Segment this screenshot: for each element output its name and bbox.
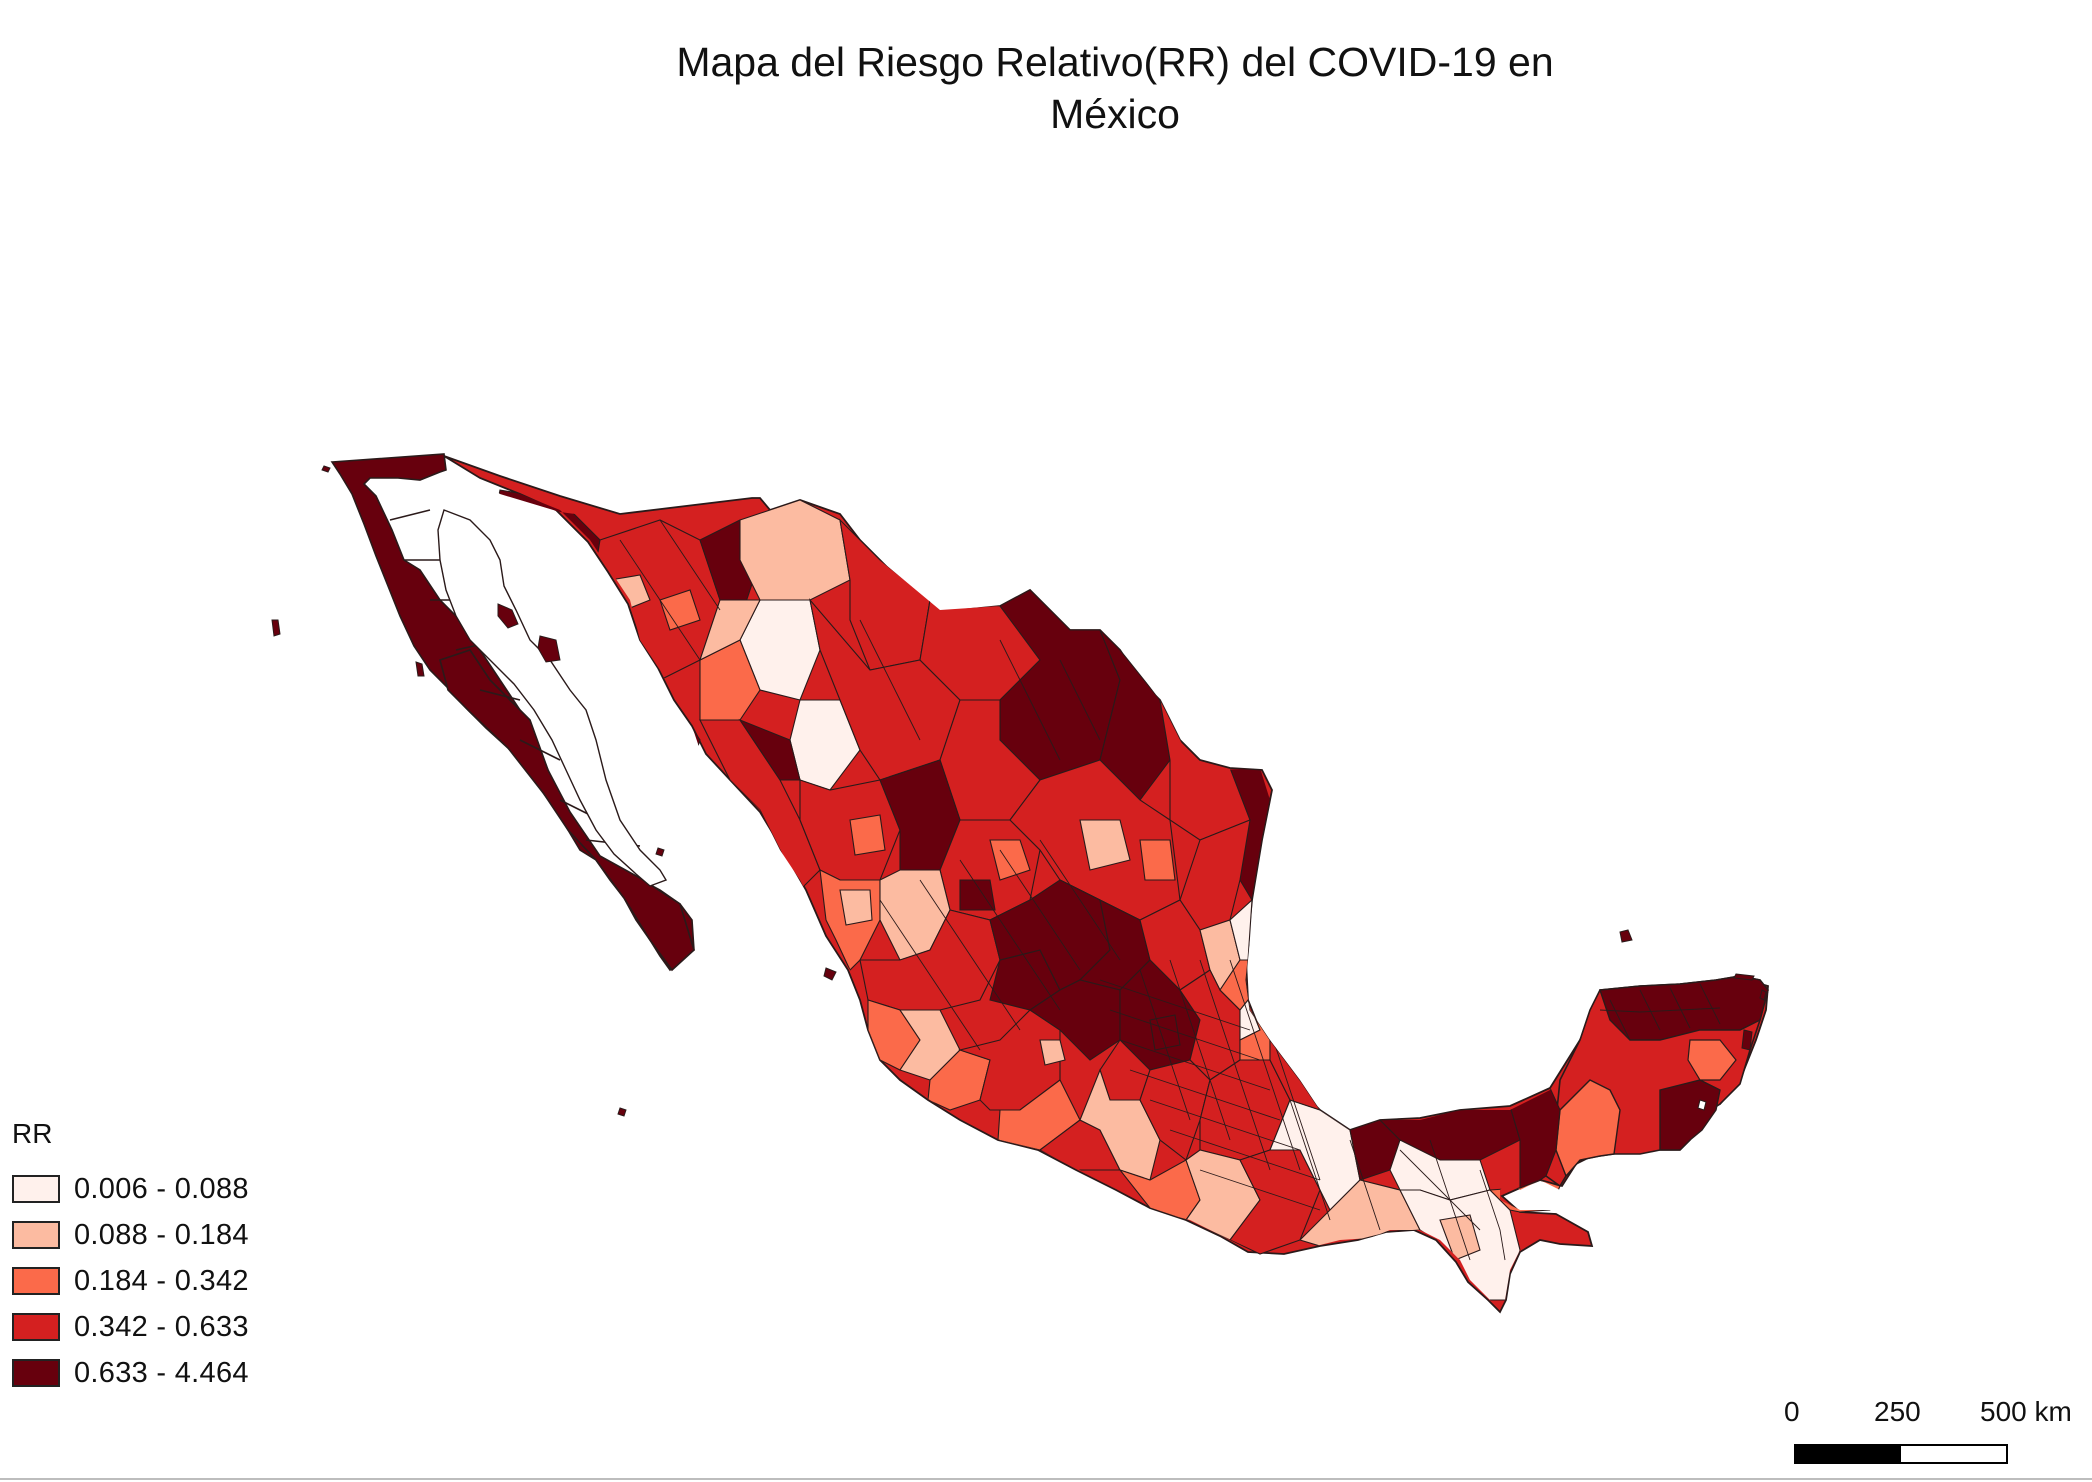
legend-swatch-2: [12, 1221, 60, 1249]
scale-segment-black: [1796, 1446, 1901, 1462]
slp-salmon[interactable]: [1139, 839, 1176, 881]
isla-small-1: [321, 465, 331, 473]
scale-label-500: 500 km: [1980, 1396, 2072, 1427]
baja-california-sur-section[interactable]: [439, 649, 695, 972]
islas-marias: [823, 967, 837, 981]
yucatan-salmon-patch[interactable]: [1687, 1039, 1737, 1081]
oaxaca-isthmus[interactable]: [1298, 1179, 1421, 1247]
isla-guadalupe: [271, 619, 281, 637]
sonora-patch-2[interactable]: [659, 589, 701, 631]
gulf-of-california: [437, 509, 668, 887]
isla-socorro: [617, 1107, 627, 1117]
slp-peach[interactable]: [1079, 819, 1131, 871]
legend-item-1: 0.006 - 0.088: [12, 1166, 249, 1212]
legend-swatch-1: [12, 1175, 60, 1203]
legend-swatch-3: [12, 1267, 60, 1295]
nuevo-leon[interactable]: [1099, 629, 1171, 801]
legend-title: RR: [12, 1118, 53, 1149]
scale-label-250: 250: [1874, 1396, 1921, 1427]
chiapas-peach[interactable]: [1439, 1214, 1481, 1261]
legend-label-2: 0.088 - 0.184: [74, 1218, 249, 1251]
durango-patch[interactable]: [849, 814, 886, 856]
map-title-line-1: Mapa del Riesgo Relativo(RR) del COVID-1…: [676, 39, 1554, 85]
isla-angel-de-la-guarda: [497, 603, 519, 629]
scale-bar: 0 250 500 km: [1780, 1396, 2092, 1476]
legend-label-4: 0.342 - 0.633: [74, 1310, 249, 1343]
veracruz-central[interactable]: [1219, 959, 1271, 1061]
yucatan-boundary-texture: [1599, 983, 1721, 1041]
campeche-south[interactable]: [1509, 1087, 1561, 1189]
isla-tiburon: [537, 635, 561, 663]
veracruz-south[interactable]: [1269, 1038, 1322, 1112]
quintana-roo-section[interactable]: [1659, 1079, 1721, 1151]
yucatan-region[interactable]: [1539, 975, 1769, 1188]
legend-swatch-4: [12, 1313, 60, 1341]
bottom-divider: [0, 1478, 2092, 1480]
isla-mujeres: [1759, 989, 1767, 1001]
legend-swatch-5: [12, 1359, 60, 1387]
municipality-mosaic[interactable]: [489, 489, 1561, 1301]
nayarit-peach[interactable]: [839, 889, 873, 926]
michoacan-peach[interactable]: [1039, 1039, 1066, 1066]
legend-item-4: 0.342 - 0.633: [12, 1304, 249, 1350]
scale-track: [1794, 1444, 2008, 1464]
isla-cedros: [415, 661, 425, 677]
chihuahua-peach-1[interactable]: [699, 599, 761, 662]
map-title-line-2: México: [1050, 91, 1180, 137]
islands: [271, 465, 1767, 1117]
isla-holbox: [1733, 973, 1755, 981]
michoacan-dark[interactable]: [1029, 979, 1121, 1061]
isla-cozumel: [1741, 1029, 1753, 1051]
zacatecas-dark[interactable]: [959, 879, 996, 911]
legend-item-5: 0.633 - 4.464: [12, 1350, 249, 1396]
arrecife-alacranes: [1619, 929, 1633, 943]
map-title: Mapa del Riesgo Relativo(RR) del COVID-1…: [560, 36, 1670, 140]
isla-small-3: [655, 847, 665, 857]
sonora-central[interactable]: [589, 519, 721, 681]
scale-label-0: 0: [1784, 1396, 1800, 1427]
chihuahua-north-west[interactable]: [739, 499, 851, 601]
scale-segment-white: [1901, 1446, 2006, 1462]
legend-item-2: 0.088 - 0.184: [12, 1212, 249, 1258]
legend-label-5: 0.633 - 4.464: [74, 1356, 249, 1389]
isla-small-2: [1697, 1099, 1707, 1111]
legend-item-3: 0.184 - 0.342: [12, 1258, 249, 1304]
legend-label-3: 0.184 - 0.342: [74, 1264, 249, 1297]
legend: RR 0.006 - 0.088 0.088 - 0.184 0.184 - 0…: [12, 1118, 249, 1396]
yucatan-dark-north[interactable]: [1599, 975, 1769, 1041]
legend-label-1: 0.006 - 0.088: [74, 1172, 249, 1205]
